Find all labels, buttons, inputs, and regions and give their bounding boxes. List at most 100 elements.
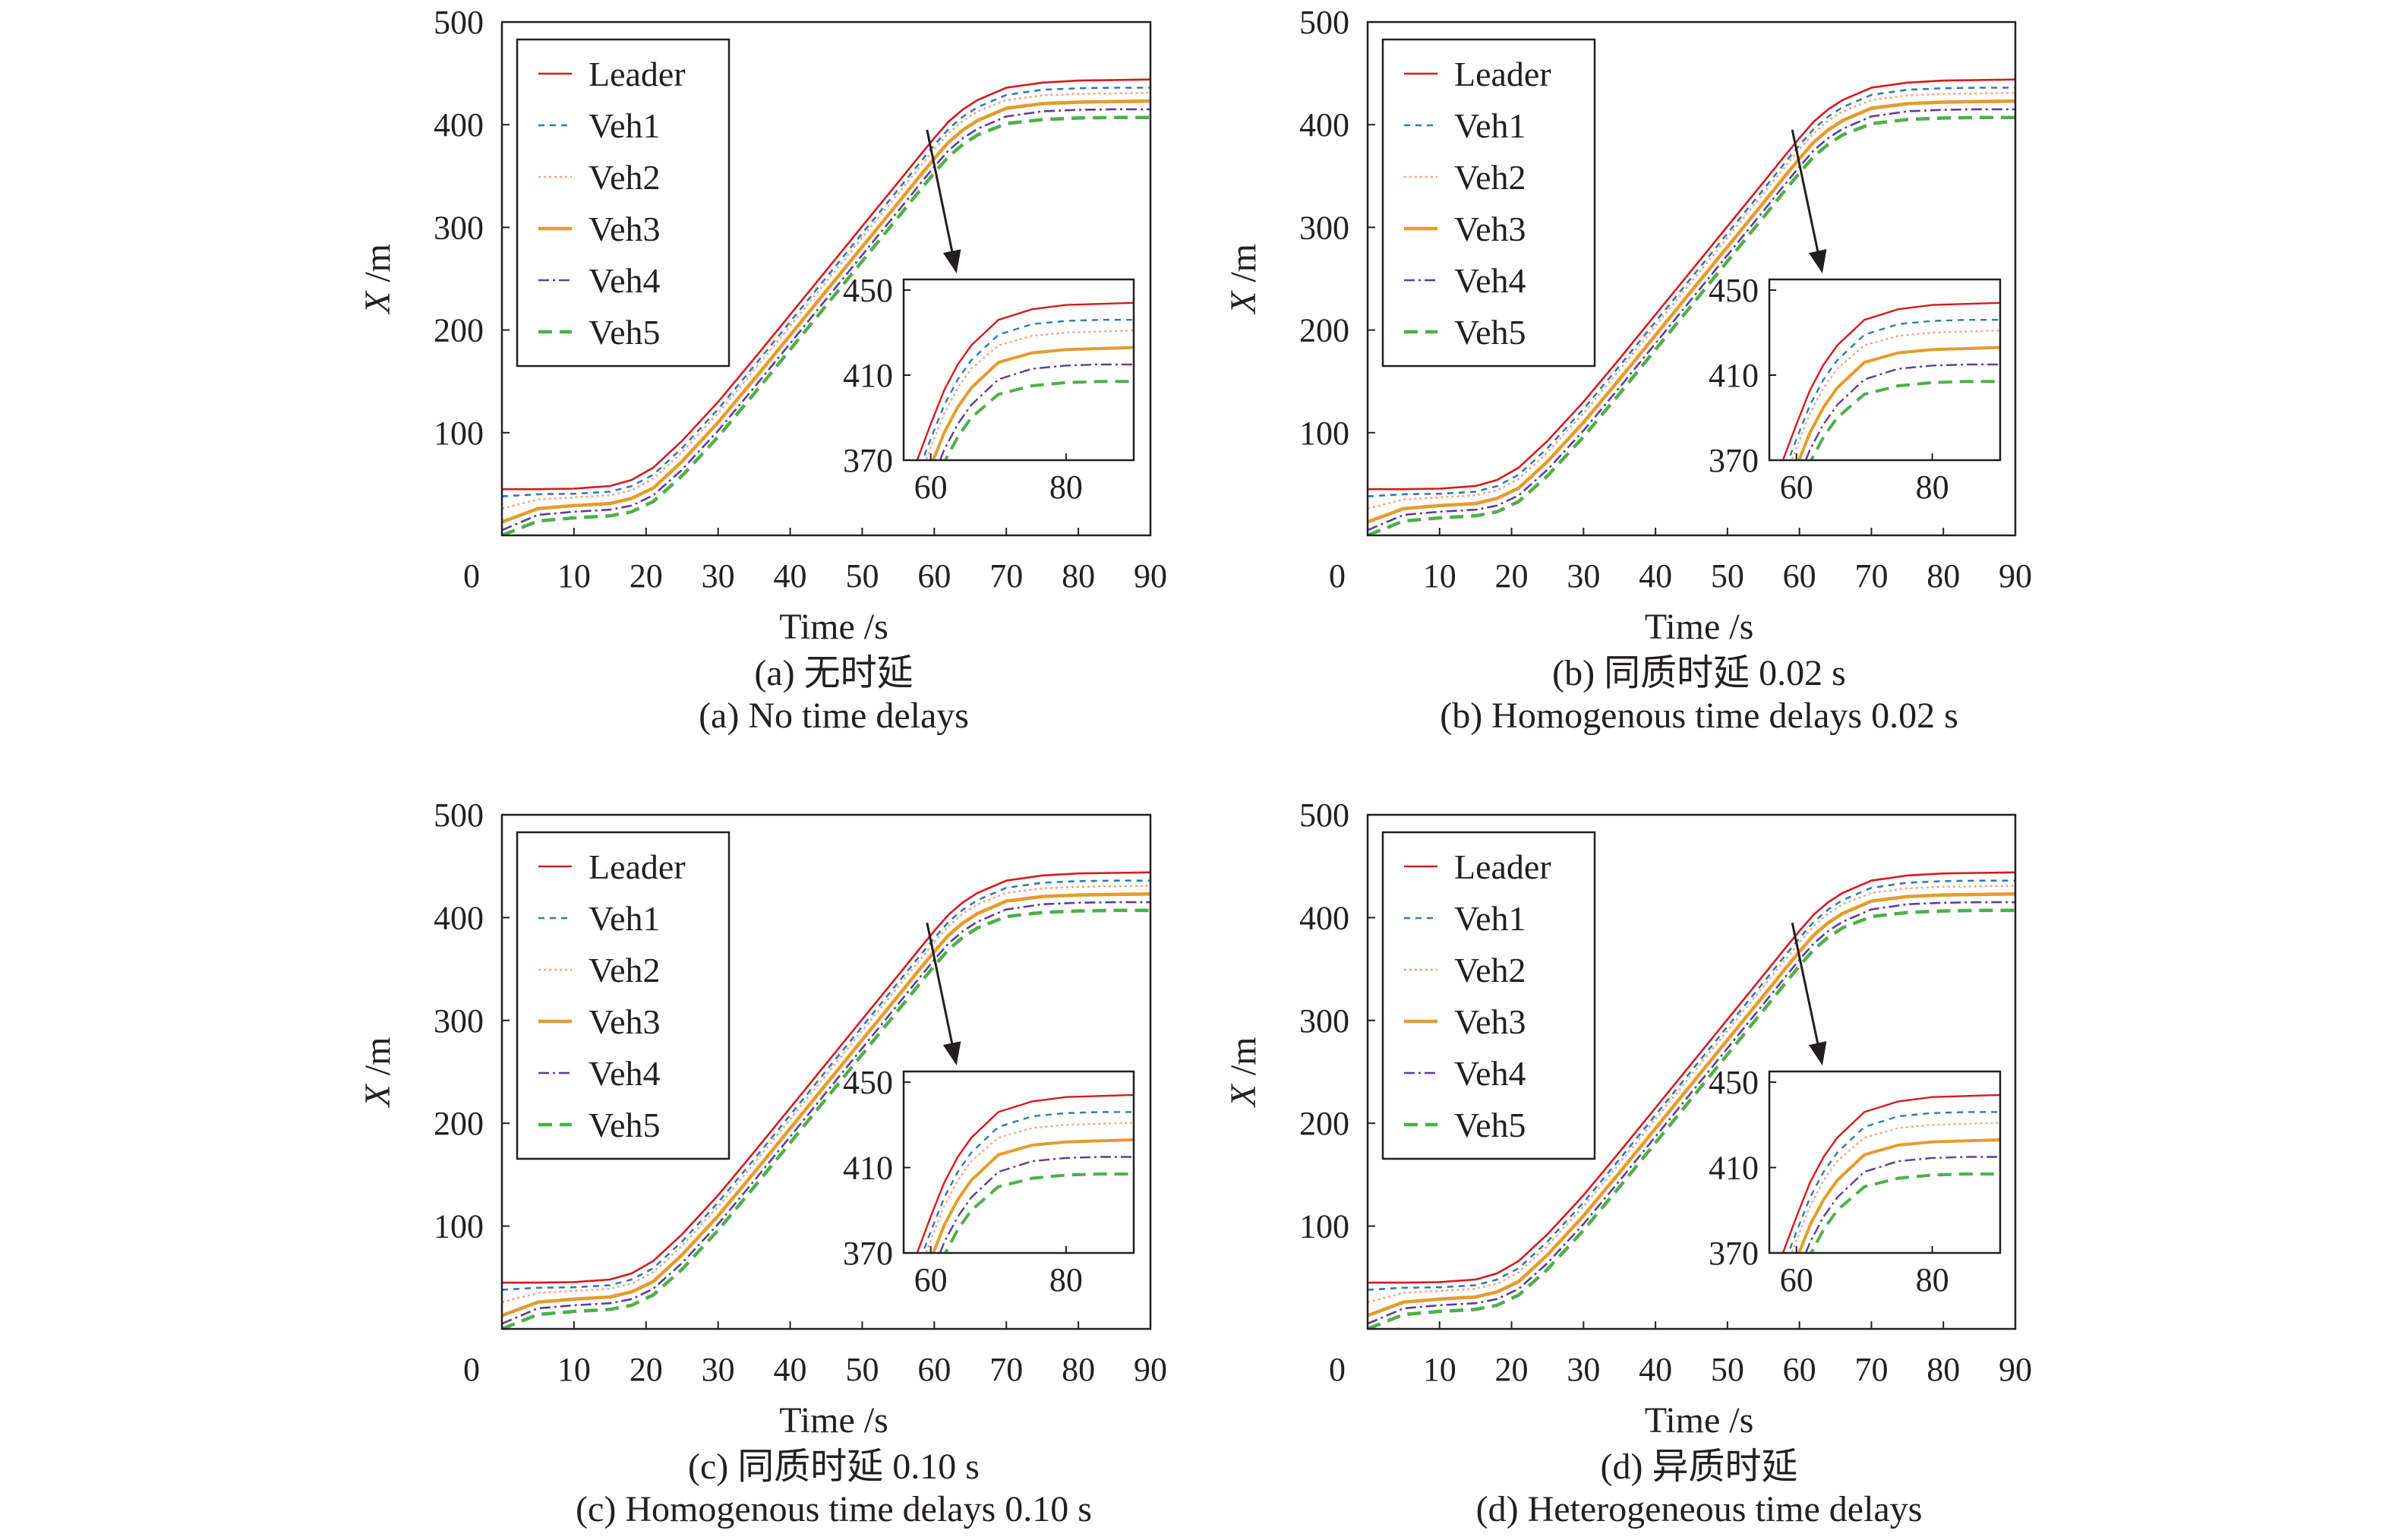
inset-background xyxy=(1769,279,2000,460)
x-tick-label: 50 xyxy=(1711,1351,1744,1388)
series-line-leader xyxy=(1368,78,2015,491)
inset: 60 80 370 410 450 xyxy=(1709,1064,2002,1299)
x-tick-label: 80 xyxy=(1062,1351,1095,1388)
x-axis-label-unit: /s xyxy=(864,1400,888,1441)
series-line-veh4 xyxy=(1368,108,2015,532)
x-tick-label: 90 xyxy=(1134,1351,1167,1388)
x-tick-label: 30 xyxy=(1567,1351,1600,1388)
series-line-leader xyxy=(1368,871,2015,1284)
inset-frame xyxy=(902,278,1135,462)
legend-label-veh5: Veh5 xyxy=(1454,1106,1526,1144)
legend-label-veh4: Veh4 xyxy=(589,1054,661,1093)
legend-label-veh5: Veh5 xyxy=(1454,313,1526,352)
x-axis-label: Time/s xyxy=(779,607,888,647)
series-line-veh2 xyxy=(1368,885,2015,1304)
y-tick-label: 200 xyxy=(434,312,484,349)
zoom-arrow-line xyxy=(926,129,954,251)
x-tick-label: 40 xyxy=(774,557,807,595)
series-group xyxy=(1368,871,2015,1329)
series-group xyxy=(502,871,1150,1329)
y-axis-label-var: X xyxy=(1223,1084,1264,1109)
inset-frame xyxy=(902,1070,1135,1254)
series-line-leader xyxy=(502,78,1150,491)
inset-series-line-veh1 xyxy=(921,1111,1134,1253)
plot-frame xyxy=(500,21,1152,537)
x-tick-label: 70 xyxy=(1854,1351,1888,1388)
x-tick-label: 0 xyxy=(463,557,480,595)
legend-label-leader: Leader xyxy=(1454,55,1551,93)
plot-frame xyxy=(500,813,1152,1330)
y-axis-label-unit: /m xyxy=(358,244,398,282)
inset-series-line-veh5 xyxy=(1809,1172,2000,1253)
inset-series-line-veh2 xyxy=(925,330,1134,460)
y-tick-label: 100 xyxy=(434,415,484,452)
y-tick-label: 200 xyxy=(1299,1105,1349,1142)
x-tick-label: 90 xyxy=(1134,557,1167,595)
series-group xyxy=(502,78,1150,535)
inset: 60 80 370 410 450 xyxy=(1709,272,2002,506)
x-tick-label: 80 xyxy=(1927,1351,1960,1388)
legend-label-veh1: Veh1 xyxy=(589,106,661,145)
inset-series-line-leader xyxy=(1781,301,2000,460)
y-tick-label: 300 xyxy=(1299,1002,1349,1040)
y-axis-label: X/m xyxy=(1223,1037,1264,1109)
inset-frame xyxy=(1768,1070,2002,1254)
inset-x-tick-label: 60 xyxy=(1780,1261,1813,1299)
inset-series-line-veh3 xyxy=(1797,1138,2000,1253)
y-tick-label: 500 xyxy=(434,4,484,41)
series-line-veh3 xyxy=(1368,892,2015,1318)
caption-cn: (b) 同质时延 0.02 s xyxy=(1552,653,1846,693)
inset-y-tick-label: 370 xyxy=(843,1235,893,1272)
inset-y-tick-label: 410 xyxy=(1709,1150,1759,1187)
inset-series-line-leader xyxy=(1781,1093,2000,1253)
x-tick-label: 30 xyxy=(702,557,735,595)
legend-label-veh4: Veh4 xyxy=(1454,261,1526,300)
series-line-veh2 xyxy=(502,885,1150,1304)
inset-series-line-veh3 xyxy=(931,346,1134,460)
legend-label-veh1: Veh1 xyxy=(589,899,661,938)
y-axis-label: X/m xyxy=(358,244,398,315)
inset-y-tick-label: 450 xyxy=(1709,1064,1759,1101)
x-tick-label: 40 xyxy=(1639,1351,1672,1388)
x-tick-label: 10 xyxy=(1423,557,1456,595)
inset-series-line-veh1 xyxy=(921,319,1134,460)
chart-panel-2: 0 10 20 30 40 50 60 70 80 90 100 200 300 400 500 Time/s… xyxy=(358,797,1167,1529)
inset-frame xyxy=(1768,278,2002,462)
caption-en: (b) Homogenous time delays 0.02 s xyxy=(1440,696,1958,736)
y-tick-label: 200 xyxy=(434,1105,484,1142)
legend-label-veh3: Veh3 xyxy=(589,1002,661,1041)
legend-label-veh3: Veh3 xyxy=(1454,1002,1526,1041)
x-axis-label: Time/s xyxy=(1645,607,1754,647)
inset-series-line-leader xyxy=(916,1093,1134,1253)
x-tick-label: 0 xyxy=(1329,1351,1346,1388)
plot-frame xyxy=(1366,813,2017,1330)
x-axis-label-var: Time xyxy=(1645,1400,1721,1441)
y-axis-label-var: X xyxy=(358,1084,398,1109)
legend: Leader Veh1 Veh2 Veh3 Veh4 Veh5 xyxy=(1381,831,1596,1160)
series-group xyxy=(1368,78,2015,535)
inset-series-line-veh1 xyxy=(1787,1111,2000,1253)
x-tick-label: 50 xyxy=(1711,557,1744,595)
legend-label-veh4: Veh4 xyxy=(1454,1054,1526,1093)
y-tick-label: 400 xyxy=(1299,106,1349,144)
x-tick-label: 50 xyxy=(845,557,879,595)
y-axis-label: X/m xyxy=(1223,244,1264,315)
inset-series-line-veh4 xyxy=(939,1156,1134,1253)
y-axis-label-var: X xyxy=(358,290,398,315)
inset-series-group xyxy=(916,301,1134,460)
x-tick-label: 30 xyxy=(1567,557,1600,595)
series-line-veh4 xyxy=(502,901,1150,1325)
chart-panel-3: 0 10 20 30 40 50 60 70 80 90 100 200 300 400 500 Time/s… xyxy=(1223,797,2032,1529)
legend-box xyxy=(1381,831,1596,1160)
x-tick-label: 60 xyxy=(1783,1351,1816,1388)
inset-y-tick-label: 450 xyxy=(843,1064,893,1101)
inset-x-tick-label: 60 xyxy=(914,469,948,506)
x-tick-label: 30 xyxy=(702,1351,735,1388)
inset-background xyxy=(1769,1071,2000,1253)
zoom-arrow-head xyxy=(942,249,961,273)
y-axis-label: X/m xyxy=(358,1037,398,1109)
legend-label-leader: Leader xyxy=(1454,847,1551,886)
chart-panel-0: 0 10 20 30 40 50 60 70 80 90 100 200 300 400 500 Time/s… xyxy=(358,4,1167,736)
y-tick-label: 100 xyxy=(1299,1208,1349,1245)
